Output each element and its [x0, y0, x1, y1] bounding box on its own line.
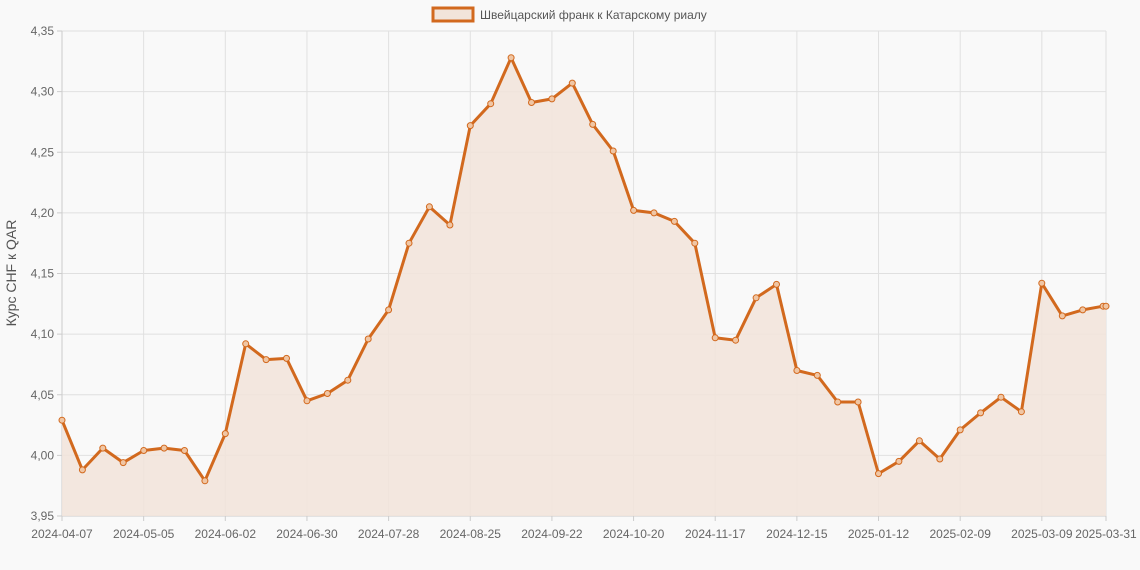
- data-point: [262, 356, 270, 364]
- data-point: [691, 239, 699, 247]
- data-point: [997, 393, 1005, 401]
- data-point: [875, 470, 882, 478]
- y-tick-label: 4,25: [31, 145, 55, 159]
- data-point: [160, 444, 168, 452]
- data-point: [568, 79, 576, 87]
- data-point: [630, 206, 638, 214]
- x-tick-label: 2025-03-09: [1011, 527, 1073, 541]
- legend-label[interactable]: Швейцарский франк к Катарскому риалу: [480, 8, 707, 22]
- data-point: [242, 340, 250, 348]
- x-tick-label: 2024-10-20: [603, 527, 665, 541]
- data-point: [915, 437, 923, 445]
- y-tick-label: 3,95: [31, 509, 55, 523]
- data-point: [854, 398, 862, 406]
- data-point: [119, 459, 127, 467]
- area-fill: [62, 57, 1106, 516]
- data-point: [507, 54, 515, 62]
- x-tick-label: 2024-06-30: [276, 527, 338, 541]
- x-tick-label: 2025-01-12: [848, 527, 910, 541]
- x-axis-ticks: 2024-04-07 2024-05-05 2024-06-02 2024-06-30…: [31, 516, 1137, 541]
- data-point: [344, 376, 352, 384]
- data-point: [650, 209, 658, 217]
- data-point: [405, 239, 413, 247]
- x-tick-label: 2025-03-31: [1075, 527, 1137, 541]
- data-point: [813, 371, 821, 379]
- x-tick-label: 2024-11-17: [685, 527, 746, 541]
- data-points: [58, 54, 1110, 485]
- y-tick-label: 4,10: [31, 327, 55, 341]
- data-point: [895, 457, 903, 465]
- data-point: [303, 397, 311, 405]
- x-tick-label: 2024-05-05: [113, 527, 175, 541]
- x-tick-label: 2024-08-25: [440, 527, 502, 541]
- data-point: [487, 100, 495, 108]
- data-point: [221, 430, 229, 438]
- series-area: [62, 57, 1106, 516]
- x-tick-label: 2025-02-09: [929, 527, 991, 541]
- y-tick-label: 4,20: [31, 206, 55, 220]
- x-tick-label: 2024-06-02: [195, 527, 257, 541]
- y-tick-label: 4,30: [31, 85, 55, 99]
- data-point: [977, 409, 985, 417]
- data-point: [1017, 408, 1025, 416]
- data-point: [1079, 306, 1087, 314]
- data-point: [425, 203, 433, 211]
- y-tick-label: 4,35: [31, 24, 55, 38]
- data-point: [466, 122, 474, 130]
- data-point: [528, 99, 535, 106]
- x-tick-label: 2024-07-28: [358, 527, 420, 541]
- data-point: [732, 336, 740, 344]
- x-tick-label: 2024-12-15: [766, 527, 828, 541]
- data-point: [283, 354, 290, 362]
- data-point: [99, 444, 107, 452]
- data-point: [201, 477, 209, 485]
- y-axis-title: Курс CHF к QAR: [3, 220, 19, 327]
- y-tick-label: 4,05: [31, 388, 55, 402]
- data-point: [181, 447, 188, 454]
- data-point: [711, 334, 719, 342]
- data-point: [323, 390, 331, 397]
- data-point: [385, 306, 393, 314]
- data-point: [956, 426, 964, 434]
- data-point: [548, 95, 556, 103]
- data-point: [78, 466, 86, 474]
- data-point: [609, 147, 617, 155]
- data-point: [1102, 302, 1110, 310]
- data-point: [446, 221, 454, 229]
- y-axis-ticks: 3,95 4,00 4,05 4,10 4,15 4,20 4,25 4,30 4,35: [31, 24, 62, 523]
- x-tick-label: 2024-04-07: [31, 527, 93, 541]
- data-point: [1038, 279, 1046, 287]
- data-point: [752, 294, 760, 302]
- data-point: [1058, 312, 1066, 320]
- data-point: [364, 335, 372, 343]
- data-point: [670, 217, 678, 225]
- data-point: [773, 280, 780, 288]
- data-point: [589, 120, 597, 128]
- data-point: [140, 447, 148, 454]
- legend[interactable]: Швейцарский франк к Катарскому риалу: [431, 6, 707, 23]
- data-point: [834, 398, 842, 406]
- y-tick-label: 4,00: [31, 448, 55, 462]
- data-point: [58, 416, 66, 424]
- y-tick-label: 4,15: [31, 267, 55, 281]
- legend-swatch[interactable]: [431, 6, 475, 23]
- x-tick-label: 2024-09-22: [521, 527, 583, 541]
- data-point: [936, 455, 944, 463]
- data-point: [793, 367, 801, 374]
